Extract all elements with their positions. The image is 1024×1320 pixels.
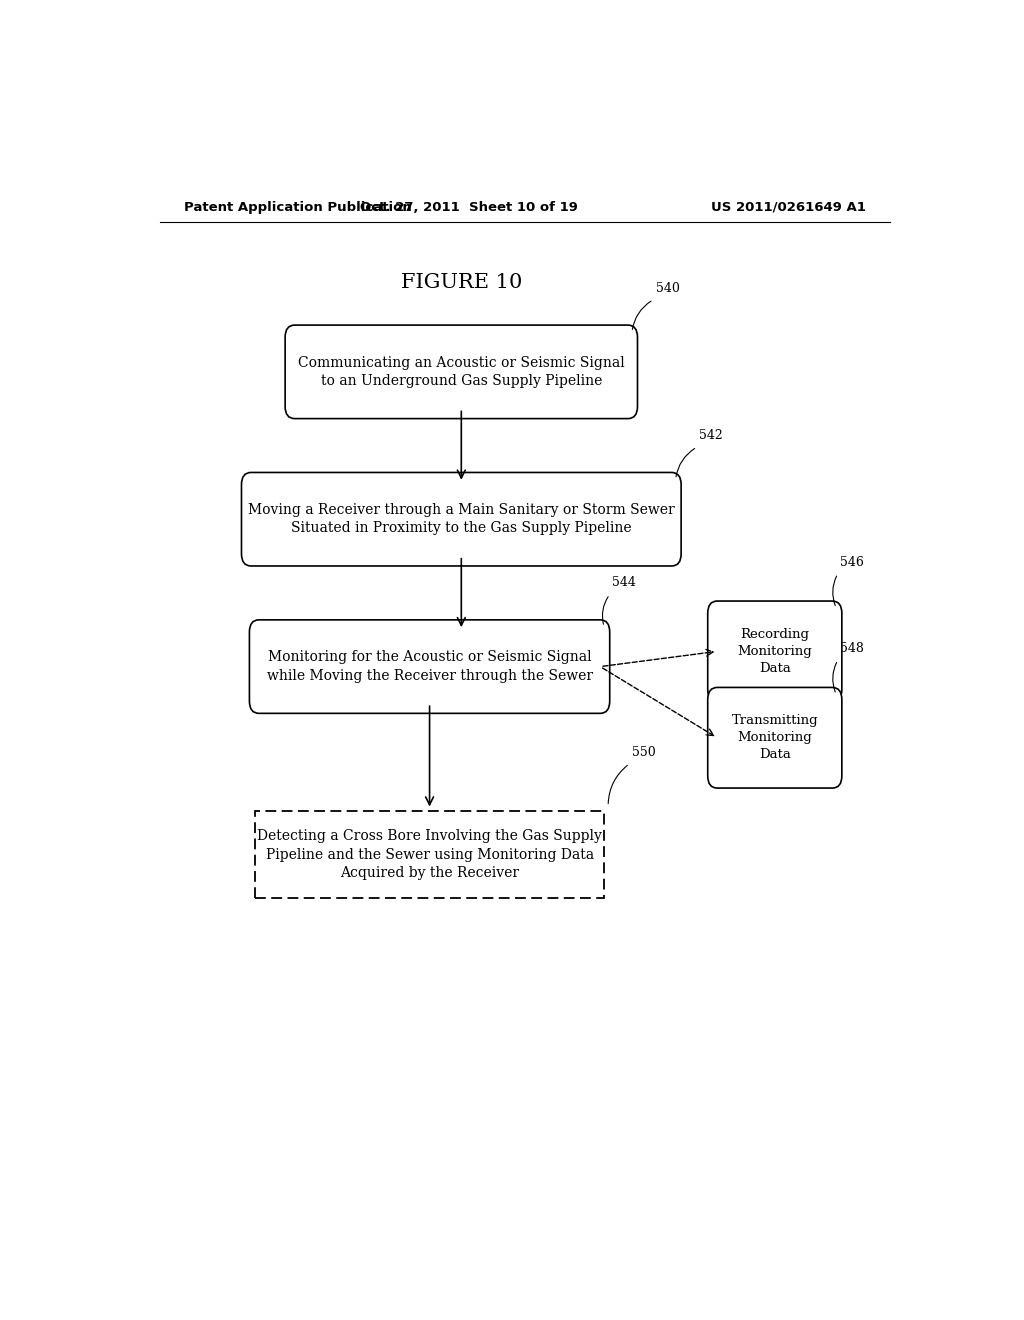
Text: FIGURE 10: FIGURE 10 (400, 273, 522, 292)
Text: 548: 548 (841, 642, 864, 655)
Text: Monitoring for the Acoustic or Seismic Signal
while Moving the Receiver through : Monitoring for the Acoustic or Seismic S… (266, 651, 593, 682)
FancyBboxPatch shape (250, 620, 609, 713)
Text: 542: 542 (699, 429, 723, 442)
FancyBboxPatch shape (242, 473, 681, 566)
Text: 546: 546 (841, 556, 864, 569)
Text: Communicating an Acoustic or Seismic Signal
to an Underground Gas Supply Pipelin: Communicating an Acoustic or Seismic Sig… (298, 355, 625, 388)
Text: Oct. 27, 2011  Sheet 10 of 19: Oct. 27, 2011 Sheet 10 of 19 (360, 201, 579, 214)
FancyBboxPatch shape (285, 325, 638, 418)
Text: Detecting a Cross Bore Involving the Gas Supply
Pipeline and the Sewer using Mon: Detecting a Cross Bore Involving the Gas… (257, 829, 602, 880)
Text: 544: 544 (612, 577, 636, 589)
FancyBboxPatch shape (255, 812, 604, 898)
Text: 550: 550 (632, 746, 655, 759)
FancyBboxPatch shape (708, 601, 842, 702)
Text: US 2011/0261649 A1: US 2011/0261649 A1 (712, 201, 866, 214)
Text: 540: 540 (655, 281, 680, 294)
Text: Transmitting
Monitoring
Data: Transmitting Monitoring Data (731, 714, 818, 762)
FancyBboxPatch shape (708, 688, 842, 788)
Text: Patent Application Publication: Patent Application Publication (183, 201, 412, 214)
Text: Recording
Monitoring
Data: Recording Monitoring Data (737, 628, 812, 675)
Text: Moving a Receiver through a Main Sanitary or Storm Sewer
Situated in Proximity t: Moving a Receiver through a Main Sanitar… (248, 503, 675, 536)
